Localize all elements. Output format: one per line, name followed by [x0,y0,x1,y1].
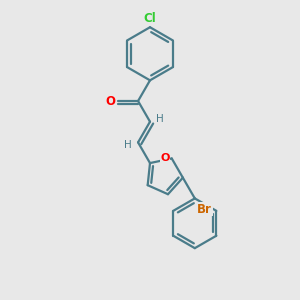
Text: O: O [106,94,116,107]
Text: O: O [160,154,170,164]
Text: H: H [124,140,132,150]
Text: Cl: Cl [144,12,156,26]
Text: Br: Br [197,203,212,216]
Text: H: H [156,114,164,124]
